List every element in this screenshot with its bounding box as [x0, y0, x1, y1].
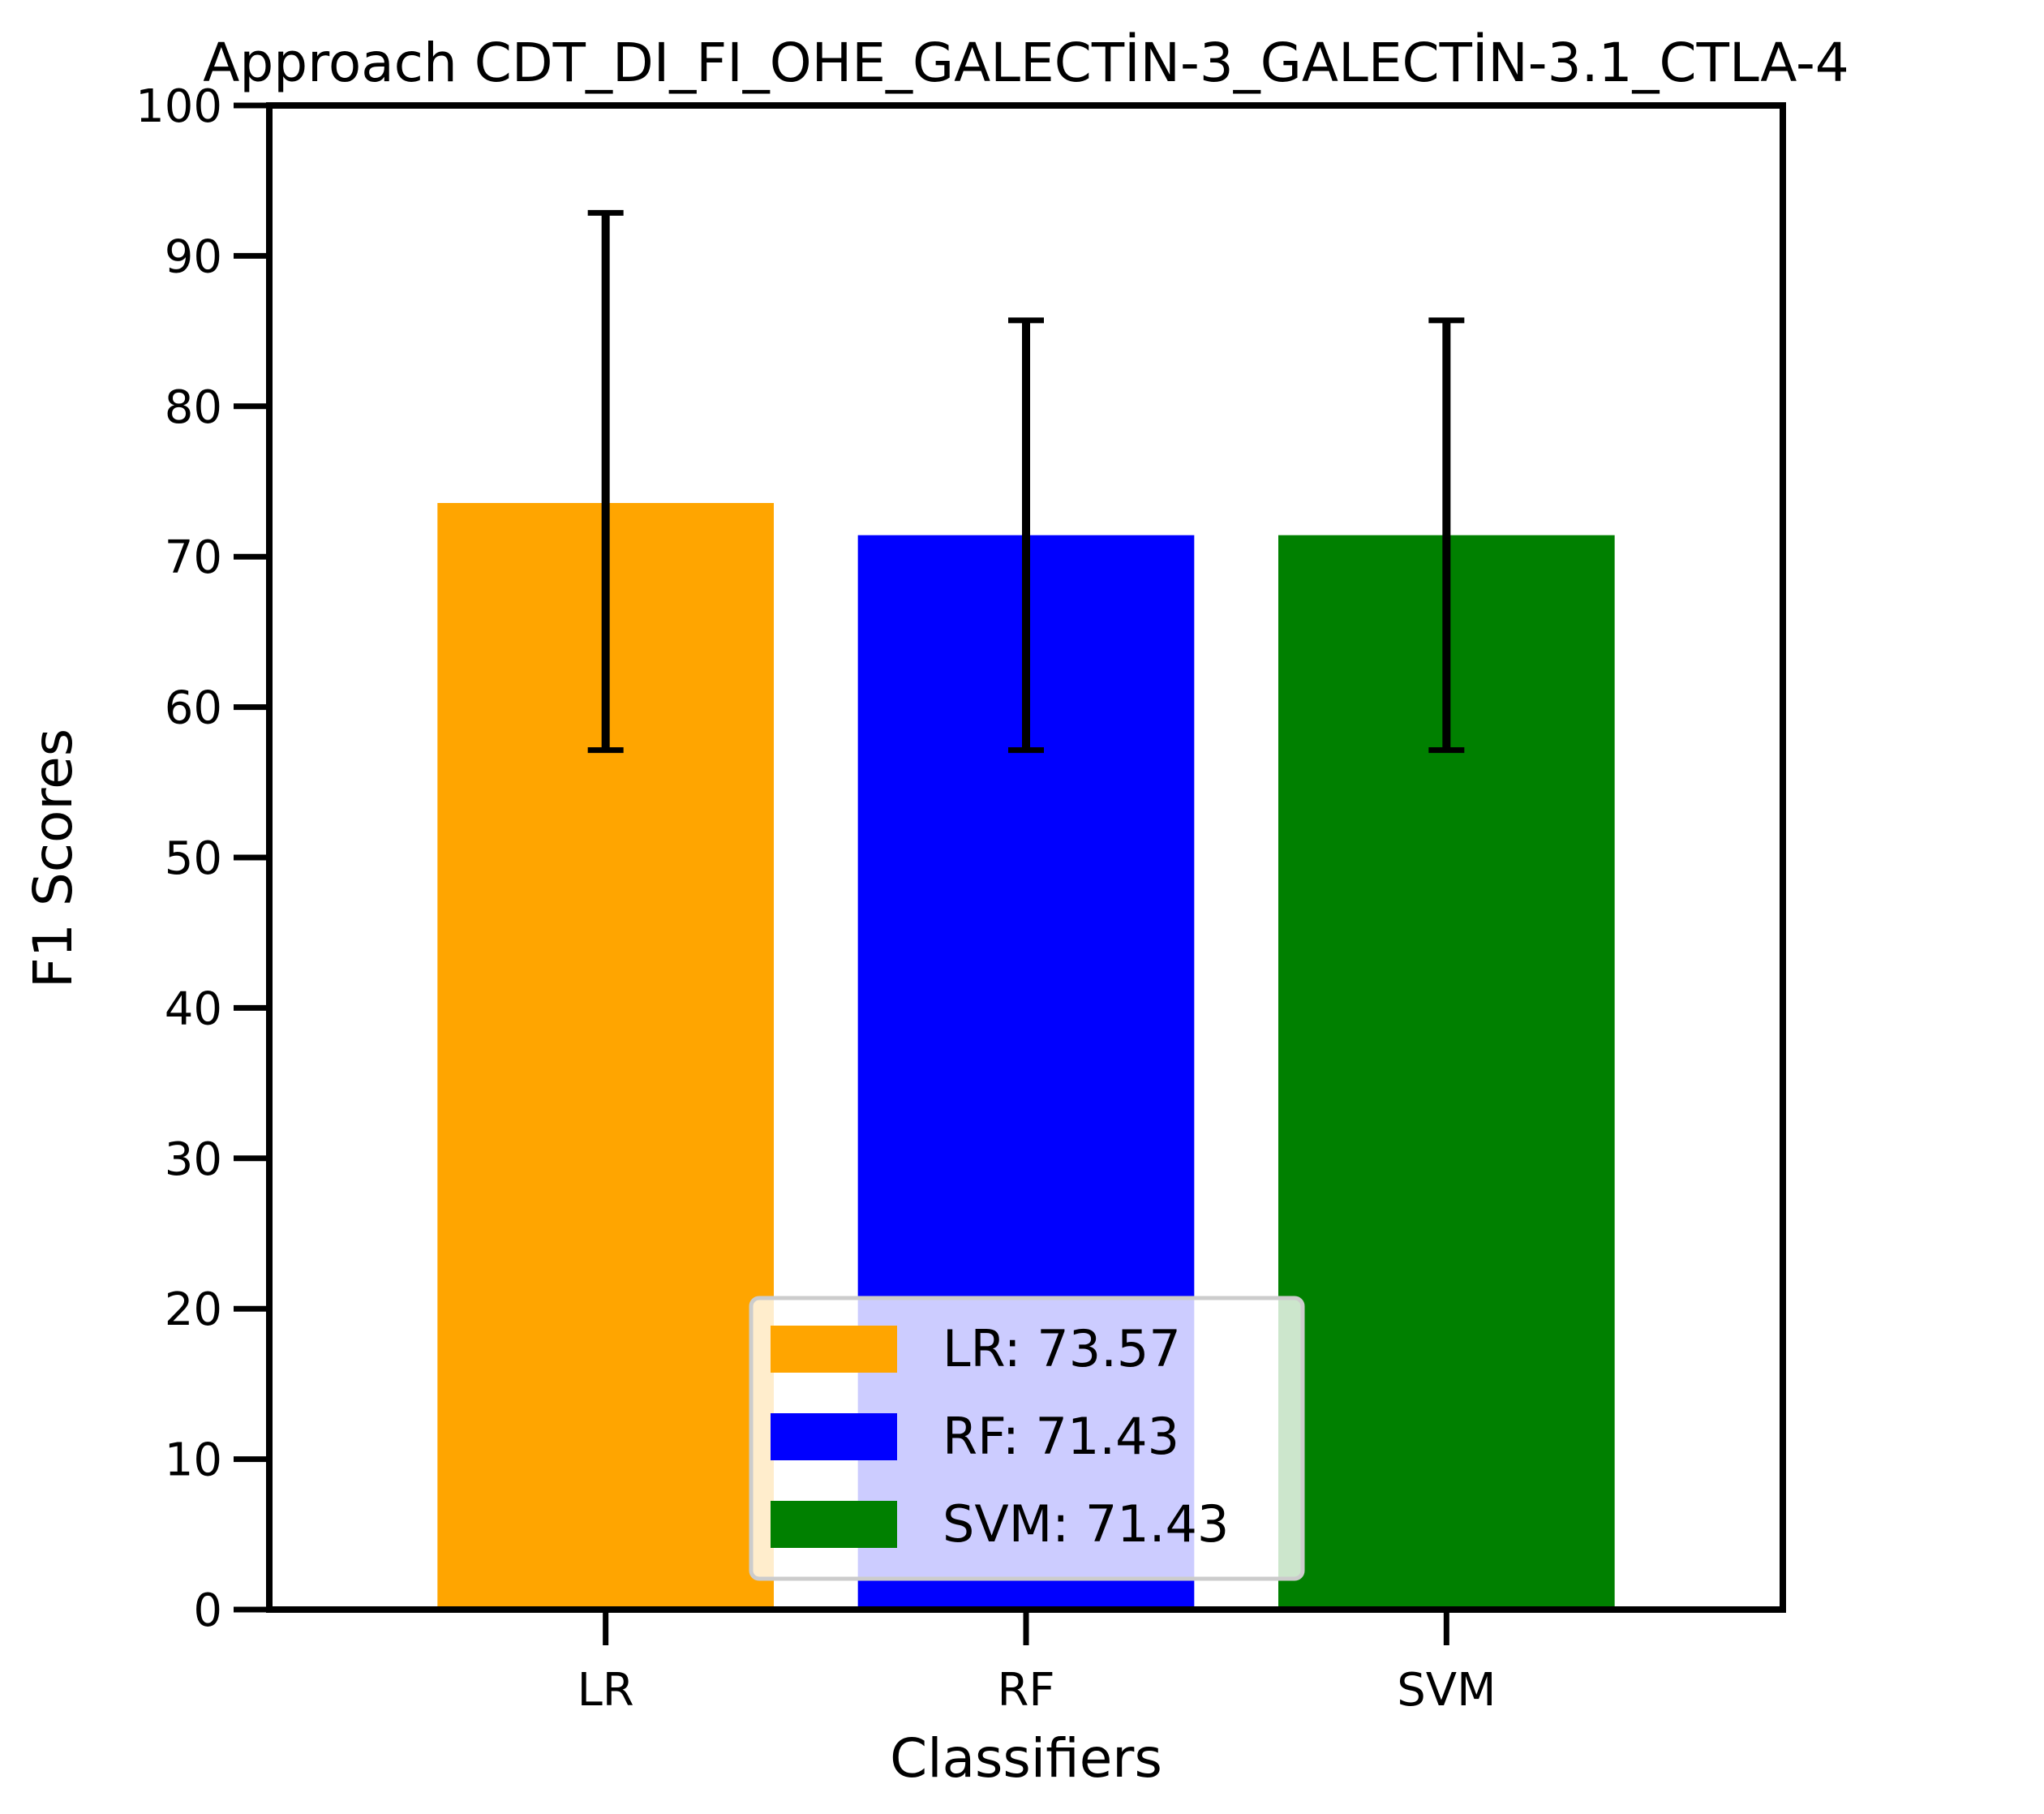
- y-tick-label: 0: [193, 1584, 222, 1637]
- legend-label: RF: 71.43: [943, 1407, 1179, 1466]
- chart-title: Approach CDT_DI_FI_OHE_GALECTİN-3_GALECT…: [203, 32, 1849, 94]
- y-tick-label: 60: [165, 682, 222, 735]
- legend: LR: 73.57 RF: 71.43 SVM: 71.43: [749, 1296, 1305, 1581]
- y-tick-label: 100: [135, 80, 222, 133]
- legend-swatch: [771, 1413, 897, 1460]
- y-tick-label: 90: [165, 230, 222, 283]
- error-bars-group: [587, 209, 1465, 754]
- y-tick-label: 20: [165, 1283, 222, 1336]
- y-axis-title: F1 Scores: [22, 729, 84, 988]
- legend-label: LR: 73.57: [943, 1319, 1181, 1378]
- y-tick-label: 50: [165, 832, 222, 885]
- x-tick-label: LR: [578, 1664, 634, 1717]
- axes-group: 0 10 20 30 40 50 60 70 80 90 100 LR RF SVM: [135, 80, 1786, 1717]
- y-tick-label: 80: [165, 381, 222, 434]
- y-tick-label: 30: [165, 1133, 222, 1186]
- y-tick-label: 40: [165, 982, 222, 1035]
- y-tick-label: 70: [165, 531, 222, 584]
- y-tick-label: 10: [165, 1434, 222, 1487]
- legend-swatch: [771, 1326, 897, 1373]
- x-tick-label: SVM: [1397, 1664, 1496, 1717]
- legend-swatch: [771, 1501, 897, 1548]
- legend-label: SVM: 71.43: [943, 1494, 1229, 1554]
- x-tick-label: RF: [997, 1664, 1054, 1717]
- x-axis-title: Classifiers: [890, 1727, 1162, 1790]
